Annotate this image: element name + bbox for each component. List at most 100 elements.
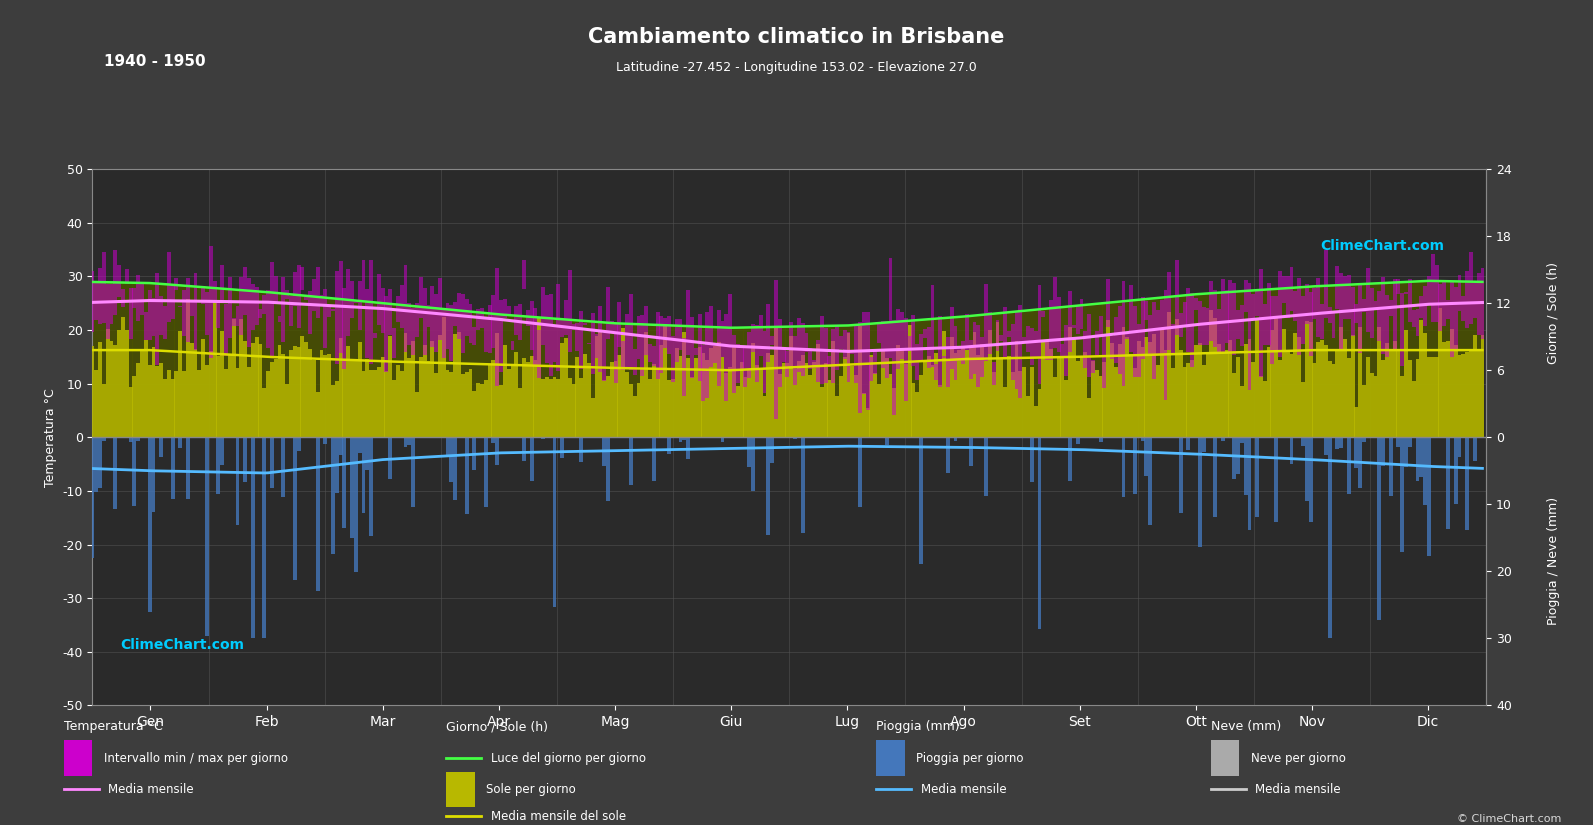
Bar bbox=[99, 342, 102, 437]
Bar bbox=[935, 353, 938, 437]
Bar bbox=[564, 338, 567, 437]
Bar bbox=[752, 437, 755, 492]
Bar bbox=[342, 299, 346, 437]
Bar bbox=[312, 296, 315, 437]
Bar bbox=[182, 285, 186, 437]
Bar bbox=[629, 324, 632, 437]
Bar bbox=[460, 311, 465, 437]
Bar bbox=[988, 313, 992, 354]
Bar bbox=[323, 437, 327, 444]
Bar bbox=[129, 387, 132, 437]
Bar bbox=[599, 332, 602, 437]
Bar bbox=[679, 437, 682, 441]
Bar bbox=[575, 357, 580, 437]
Bar bbox=[1301, 382, 1305, 437]
Bar bbox=[487, 305, 492, 353]
Bar bbox=[1446, 281, 1450, 437]
Bar bbox=[1217, 344, 1220, 437]
Bar bbox=[99, 282, 102, 437]
Bar bbox=[769, 437, 774, 463]
Bar bbox=[1102, 361, 1106, 437]
Bar bbox=[884, 358, 889, 437]
Bar bbox=[113, 437, 118, 509]
Bar bbox=[1072, 339, 1075, 437]
Bar bbox=[362, 260, 365, 301]
Bar bbox=[198, 287, 201, 437]
Bar bbox=[747, 369, 752, 437]
Bar bbox=[801, 327, 804, 437]
Bar bbox=[1351, 287, 1354, 336]
Bar bbox=[178, 306, 182, 308]
Text: Media mensile: Media mensile bbox=[1255, 783, 1341, 796]
Bar bbox=[881, 323, 884, 437]
Bar bbox=[1053, 277, 1056, 348]
Bar bbox=[296, 295, 301, 437]
Bar bbox=[812, 326, 816, 437]
Bar bbox=[728, 367, 733, 437]
Bar bbox=[132, 283, 137, 437]
Text: Sole per giorno: Sole per giorno bbox=[486, 783, 575, 796]
Bar bbox=[1157, 365, 1160, 437]
Bar bbox=[542, 437, 545, 439]
Bar bbox=[835, 325, 840, 370]
Bar bbox=[1290, 437, 1294, 464]
Bar bbox=[1400, 282, 1403, 437]
Bar bbox=[159, 437, 162, 457]
Bar bbox=[1201, 437, 1206, 452]
Bar bbox=[876, 740, 905, 776]
Bar bbox=[1018, 371, 1023, 437]
Bar bbox=[408, 358, 411, 437]
Bar bbox=[774, 327, 777, 437]
Bar bbox=[1015, 341, 1018, 437]
Bar bbox=[1080, 305, 1083, 437]
Bar bbox=[438, 309, 441, 437]
Bar bbox=[1247, 437, 1252, 530]
Bar bbox=[854, 325, 859, 437]
Bar bbox=[304, 296, 307, 437]
Bar bbox=[175, 371, 178, 437]
Bar bbox=[1282, 329, 1286, 437]
Bar bbox=[438, 278, 441, 340]
Bar bbox=[988, 329, 992, 437]
Bar bbox=[1450, 281, 1454, 437]
Bar bbox=[1454, 286, 1458, 350]
Bar bbox=[1031, 328, 1034, 365]
Bar bbox=[373, 303, 378, 437]
Bar bbox=[228, 356, 233, 437]
Bar bbox=[140, 350, 143, 437]
Bar bbox=[747, 437, 752, 467]
Bar bbox=[1346, 285, 1351, 437]
Bar bbox=[1316, 286, 1321, 437]
Bar bbox=[236, 290, 239, 437]
Bar bbox=[1187, 295, 1190, 437]
Bar bbox=[1419, 295, 1423, 318]
Bar bbox=[1266, 346, 1271, 437]
Bar bbox=[567, 320, 572, 437]
Bar bbox=[1359, 437, 1362, 488]
Bar bbox=[736, 344, 739, 383]
Bar bbox=[282, 437, 285, 497]
Bar bbox=[274, 293, 277, 437]
Bar bbox=[1423, 333, 1427, 437]
Bar bbox=[610, 323, 613, 437]
Bar bbox=[602, 332, 605, 381]
Bar bbox=[992, 362, 996, 384]
Bar bbox=[1201, 294, 1206, 437]
Bar bbox=[1190, 295, 1195, 437]
Bar bbox=[1012, 372, 1015, 437]
Bar bbox=[515, 351, 518, 437]
Bar bbox=[465, 437, 468, 514]
Bar bbox=[629, 437, 632, 485]
Bar bbox=[1392, 282, 1397, 437]
Bar bbox=[1427, 357, 1431, 437]
Bar bbox=[1141, 347, 1144, 437]
Bar bbox=[938, 385, 941, 437]
Bar bbox=[129, 283, 132, 437]
Bar bbox=[1187, 363, 1190, 437]
Bar bbox=[1332, 285, 1335, 437]
Bar bbox=[739, 328, 744, 437]
Bar bbox=[430, 308, 435, 437]
Bar bbox=[980, 344, 984, 437]
Bar bbox=[1365, 267, 1370, 332]
Bar bbox=[744, 378, 747, 437]
